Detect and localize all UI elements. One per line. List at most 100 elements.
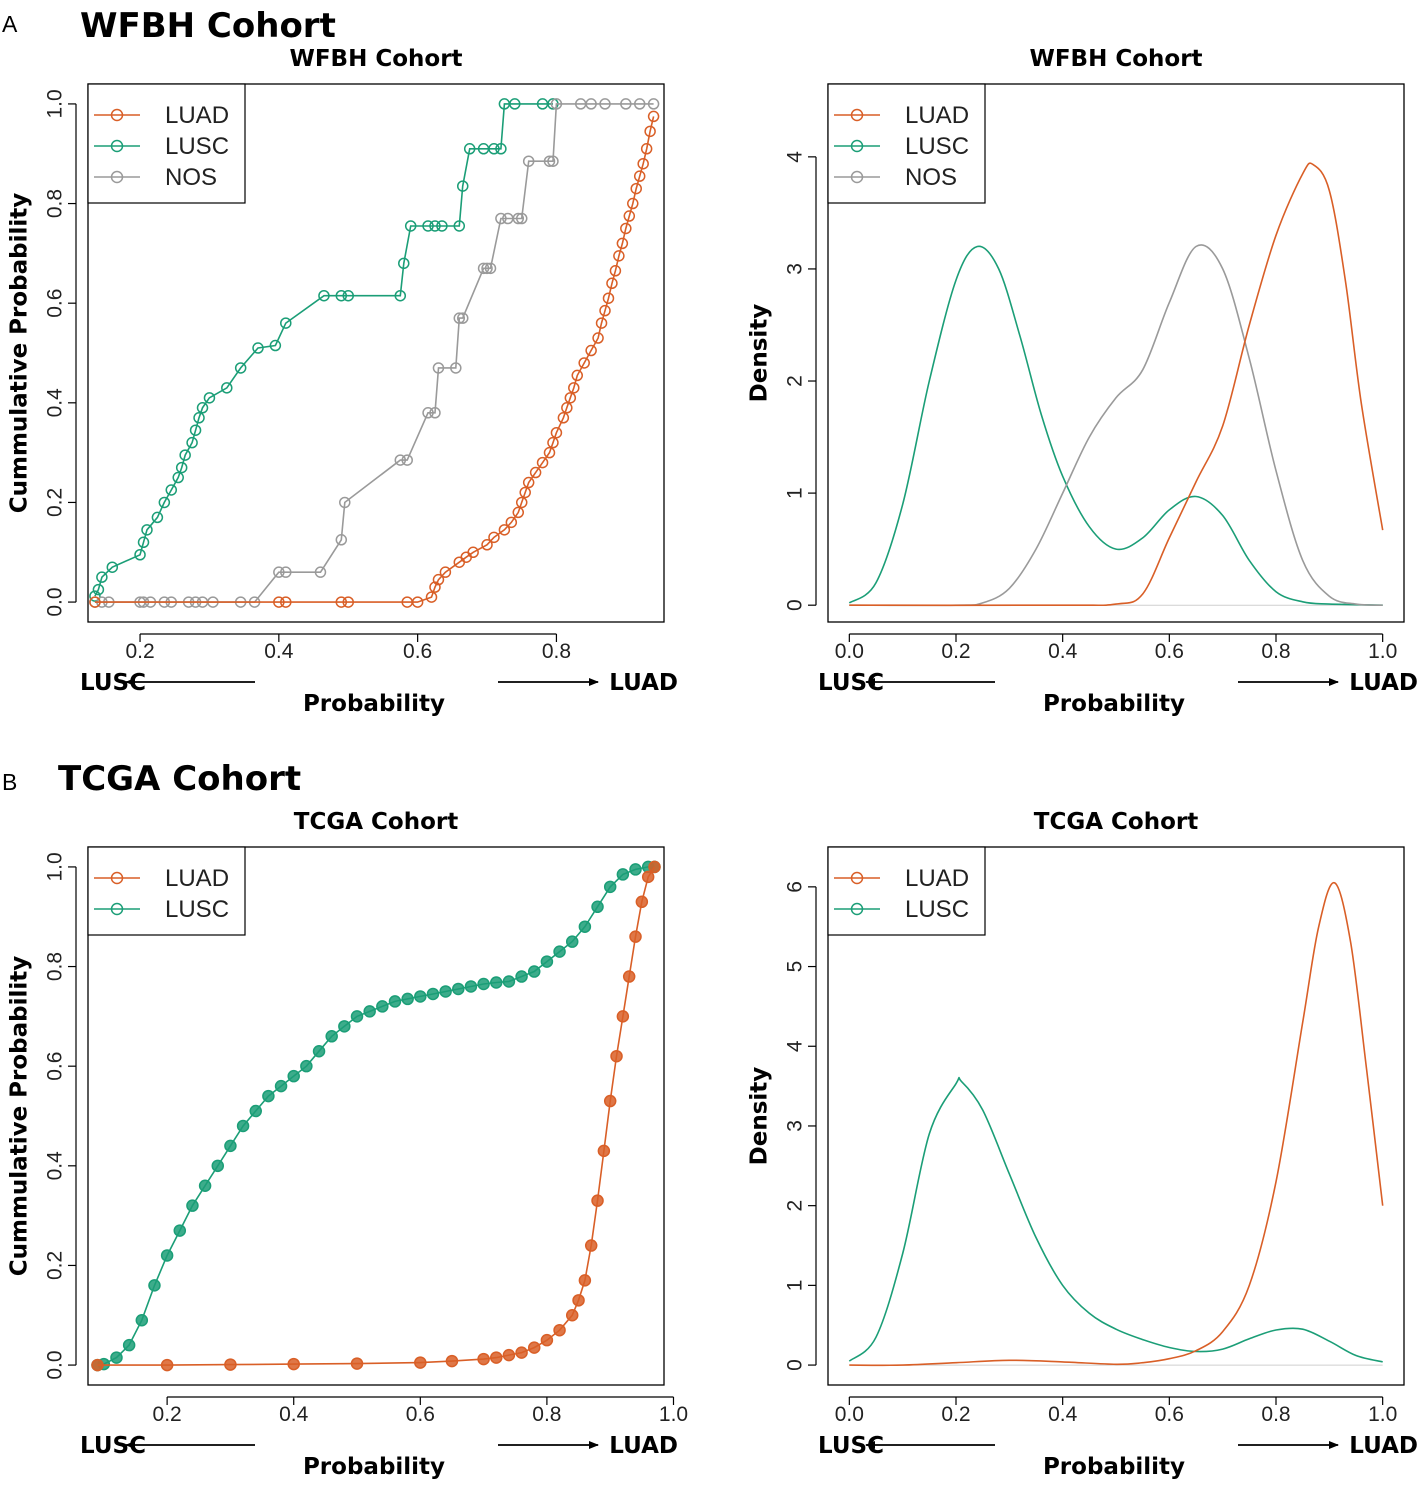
series-point-luad — [160, 1358, 174, 1372]
series-point-luad — [488, 531, 500, 544]
series-point-lusc — [172, 471, 184, 484]
x-tick-label: 0.2 — [125, 640, 154, 663]
legend-swatch-point — [110, 170, 124, 184]
series-line-luad — [849, 882, 1384, 1367]
y-tick-label: 4 — [784, 1040, 807, 1052]
series-point-lusc — [198, 1179, 212, 1192]
series-point-luad — [477, 1352, 490, 1366]
series-point-lusc — [92, 583, 105, 596]
x-tick-label: 0.8 — [1261, 640, 1290, 663]
series-point-nos — [647, 98, 660, 110]
series-point-lusc — [224, 1139, 237, 1153]
series-point-lusc — [96, 571, 108, 583]
series-point-luad — [641, 870, 655, 884]
series-point-lusc — [186, 436, 198, 449]
legend-label: LUAD — [905, 102, 969, 129]
x-tick-label: 0.2 — [153, 1403, 182, 1426]
series-point-nos — [484, 262, 497, 275]
series-point-nos — [456, 312, 469, 324]
legend: LUAD LUSC NOS — [827, 83, 986, 204]
series-point-lusc — [422, 220, 434, 232]
series-point-nos — [429, 407, 441, 419]
series-point-nos — [495, 212, 507, 225]
series-point-luad — [616, 1010, 630, 1023]
series-point-lusc — [464, 980, 478, 993]
legend-label: LUSC — [165, 133, 229, 160]
series-point-lusc — [274, 1079, 288, 1093]
y-tick-label: 0 — [784, 599, 807, 611]
legend-box — [87, 83, 246, 204]
series-point-lusc — [234, 362, 247, 374]
y-axis-label: Cummulative Probability — [7, 193, 33, 514]
series-point-lusc — [477, 977, 490, 991]
series-point-lusc — [196, 402, 209, 414]
series-point-lusc — [148, 1279, 161, 1292]
y-tick-label: 2 — [784, 375, 807, 387]
series-point-lusc — [515, 970, 528, 983]
series-point-luad — [630, 182, 642, 195]
series-point-lusc — [394, 289, 407, 302]
series-point-luad — [564, 392, 577, 404]
series-point-luad — [273, 596, 285, 608]
series-point-lusc — [137, 536, 150, 549]
series-line-lusc — [848, 1076, 1383, 1363]
series-point-luad — [515, 496, 528, 509]
series-point-luad — [498, 524, 511, 536]
y-tick-label: 0.6 — [44, 289, 67, 318]
series-point-lusc — [252, 342, 264, 354]
series-point-luad — [553, 1323, 566, 1337]
x-tick-label: 0.6 — [1155, 640, 1184, 663]
y-tick-label: 0.2 — [44, 1251, 67, 1280]
series-point-luad — [633, 170, 646, 182]
series-point-lusc — [565, 935, 579, 948]
series-point-lusc — [287, 1069, 300, 1083]
series-point-lusc — [502, 975, 516, 988]
x-tick-label: 0.6 — [1155, 1403, 1184, 1426]
series-point-luad — [571, 369, 584, 382]
y-tick-label: 0.8 — [44, 952, 67, 981]
series-point-luad — [640, 143, 653, 155]
legend-label: LUSC — [165, 896, 229, 923]
series-point-luad — [335, 596, 348, 608]
series-point-nos — [633, 98, 646, 110]
series-group — [848, 882, 1384, 1367]
series-point-luad — [599, 304, 611, 317]
series-group — [91, 860, 661, 1372]
series-point-luad — [622, 970, 636, 983]
series-point-luad — [602, 292, 615, 304]
x-tick-label: 0.4 — [1048, 1403, 1078, 1426]
panel-b-title: TCGA Cohort — [58, 759, 301, 799]
series-point-lusc — [553, 945, 566, 958]
panel-letter-a: A — [2, 11, 18, 37]
series-point-nos — [432, 362, 445, 374]
series-point-nos — [585, 98, 597, 110]
series-point-lusc — [509, 98, 521, 110]
series-point-lusc — [456, 180, 469, 192]
y-tick-label: 0.0 — [44, 587, 67, 616]
series-point-lusc — [280, 317, 292, 329]
x-axis-label: Probability — [303, 691, 445, 717]
legend: LUAD LUSC — [87, 846, 246, 936]
series-point-luad — [610, 1049, 623, 1063]
series-point-luad — [529, 466, 542, 479]
series-point-lusc — [300, 1059, 313, 1073]
y-tick-label: 3 — [784, 263, 807, 275]
y-tick-label: 3 — [784, 1120, 807, 1132]
series-point-nos — [599, 98, 611, 110]
plot-frame — [87, 83, 665, 623]
series-point-lusc — [452, 982, 465, 996]
series-point-lusc — [463, 143, 476, 155]
series-point-lusc — [629, 863, 642, 876]
series-point-luad — [623, 210, 636, 222]
series-line-lusc — [97, 866, 655, 1366]
series-point-lusc — [490, 976, 503, 989]
series-point-luad — [502, 1348, 516, 1362]
y-tick-label: 1.0 — [44, 852, 67, 881]
series-point-lusc — [175, 461, 188, 474]
series-point-luad — [578, 1274, 592, 1287]
series-point-lusc — [312, 1044, 326, 1058]
series-line-lusc — [94, 103, 553, 597]
series-point-luad — [287, 1357, 300, 1371]
series-point-lusc — [603, 880, 617, 894]
legend-box — [827, 83, 986, 204]
